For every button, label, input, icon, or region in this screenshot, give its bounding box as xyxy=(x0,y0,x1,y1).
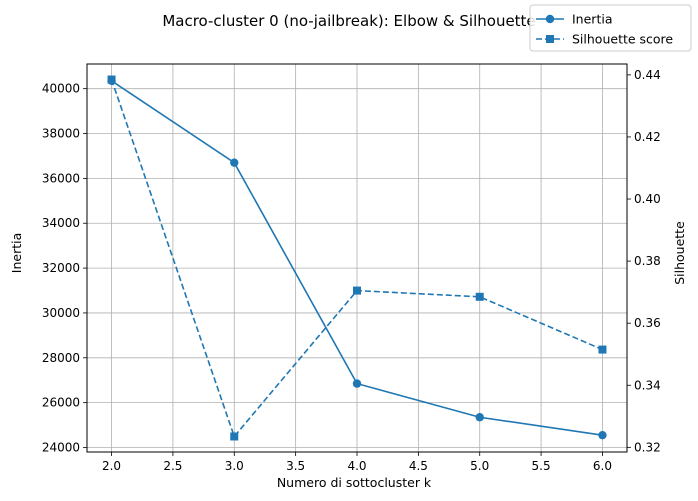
y-left-tick-label: 24000 xyxy=(42,441,80,455)
y-left-tick-label: 32000 xyxy=(42,261,80,275)
y-left-tick-label: 40000 xyxy=(42,82,80,96)
grid-lines xyxy=(87,64,627,452)
inertia-point xyxy=(475,413,484,422)
y-right-tick-label: 0.42 xyxy=(634,130,661,144)
chart-title: Macro-cluster 0 (no-jailbreak): Elbow & … xyxy=(162,12,535,30)
legend-label-inertia: Inertia xyxy=(572,12,612,27)
inertia-point xyxy=(598,430,607,440)
x-tick-label: 5.5 xyxy=(532,459,551,473)
x-tick-label: 2.5 xyxy=(163,459,182,473)
y-right-tick-label: 0.32 xyxy=(634,440,661,454)
legend-marker-silhouette-score xyxy=(546,35,554,43)
y-axis-label-right: Silhouette xyxy=(672,221,687,285)
legend: Inertia Silhouette score xyxy=(529,4,692,52)
y-right-tick-label: 0.34 xyxy=(634,378,661,392)
y-left-tick-label: 26000 xyxy=(42,396,80,410)
y-axis-label-left: Inertia xyxy=(9,233,24,273)
y-left-tick-label: 34000 xyxy=(42,216,80,230)
y-left-tick-label: 30000 xyxy=(42,306,80,320)
silhouette-score-point xyxy=(475,292,484,301)
series-layer xyxy=(107,75,607,441)
y-right-tick-label: 0.36 xyxy=(634,316,661,330)
x-tick-label: 2.0 xyxy=(102,459,121,473)
silhouette-score-point xyxy=(107,75,116,84)
y-left-tick-label: 38000 xyxy=(42,127,80,141)
legend-label-silhouette-score: Silhouette score xyxy=(572,32,673,47)
y-right-tick-label: 0.40 xyxy=(634,192,661,206)
legend-box xyxy=(529,4,692,52)
x-tick-label: 3.0 xyxy=(225,459,244,473)
silhouette-score-point xyxy=(353,286,361,295)
y-left-tick-label: 36000 xyxy=(42,171,80,185)
silhouette-score-point xyxy=(230,432,239,441)
inertia-point xyxy=(352,379,362,388)
x-tick-label: 6.0 xyxy=(593,459,612,473)
x-tick-label: 5.0 xyxy=(470,459,489,473)
silhouette-score-point xyxy=(598,345,607,354)
x-tick-label: 4.0 xyxy=(347,459,366,473)
axis-ticks: 2.0 2.5 3.0 3.5 4.0 4.5 5.0 5.5 6.0 24000 26000 280… xyxy=(42,68,661,473)
x-tick-label: 4.5 xyxy=(409,459,428,473)
x-axis-label: Numero di sottocluster k xyxy=(277,475,432,490)
y-left-tick-label: 28000 xyxy=(42,351,80,365)
y-right-tick-label: 0.38 xyxy=(634,254,661,268)
legend-marker-inertia xyxy=(545,14,555,24)
inertia-point xyxy=(230,158,239,167)
x-tick-label: 3.5 xyxy=(286,459,305,473)
y-right-tick-label: 0.44 xyxy=(634,68,661,82)
